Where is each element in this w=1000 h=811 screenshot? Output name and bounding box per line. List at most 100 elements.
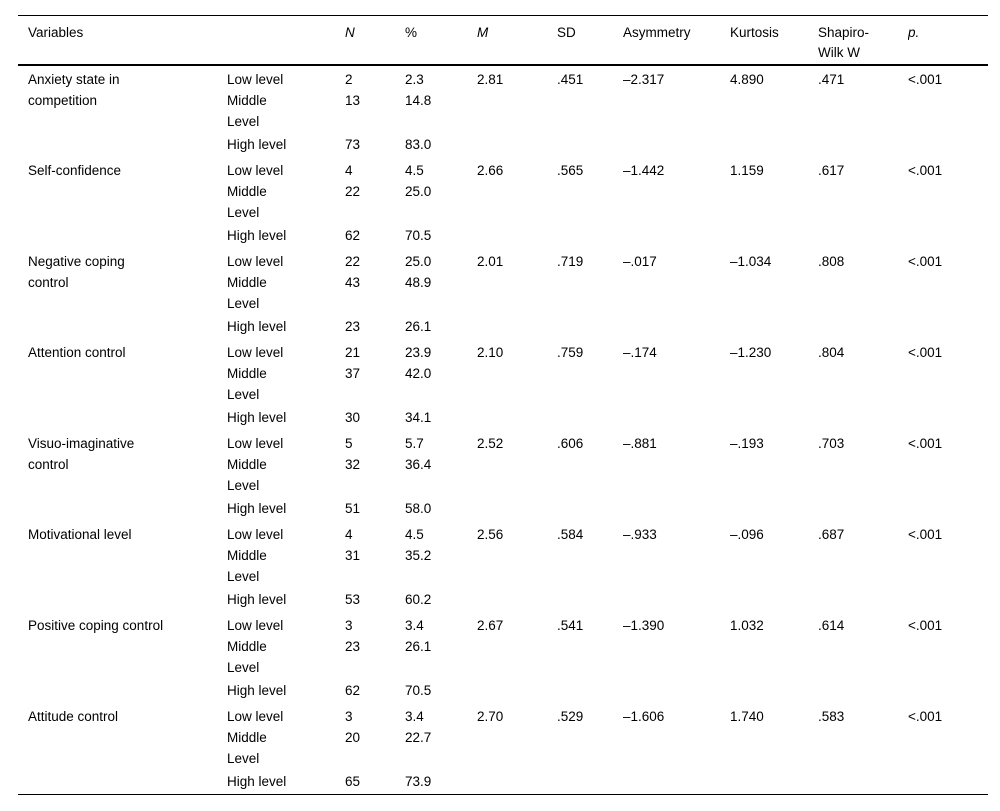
n-value: 73 [345, 137, 361, 152]
empty-cell [818, 316, 908, 339]
empty-cell [818, 363, 908, 407]
kurtosis-value: –.193 [730, 436, 764, 451]
level-label: Middle Level [227, 93, 267, 129]
percent-value: 26.1 [405, 639, 432, 654]
mean-value: 2.56 [477, 527, 504, 542]
empty-cell [477, 771, 557, 795]
percent-value: 60.2 [405, 592, 432, 607]
n-value: 3 [345, 618, 353, 633]
header-row: Variables N % M SD Asymmetry Kurtosis Sh… [18, 15, 988, 66]
n-value: 21 [345, 345, 361, 360]
empty-cell [730, 498, 818, 521]
empty-cell [818, 636, 908, 680]
empty-cell [623, 680, 730, 703]
empty-cell [477, 545, 557, 589]
empty-cell [623, 771, 730, 795]
level-label: Low level [227, 709, 284, 724]
empty-cell [477, 680, 557, 703]
level-label: Middle Level [227, 730, 267, 766]
table-row: Attention control Low level 21 23.9 2.10… [18, 339, 988, 363]
empty-cell [730, 181, 818, 225]
shapiro-wilk-value: .687 [818, 527, 845, 542]
sd-value: .541 [557, 618, 584, 633]
asymmetry-value: –1.442 [623, 163, 665, 178]
level-label: Middle Level [227, 184, 267, 220]
empty-cell [557, 680, 623, 703]
empty-cell [730, 272, 818, 316]
percent-value: 70.5 [405, 683, 432, 698]
empty-cell [623, 272, 730, 316]
empty-cell [477, 407, 557, 430]
level-label: Low level [227, 618, 284, 633]
level-label: Middle Level [227, 548, 267, 584]
empty-cell [908, 771, 988, 795]
n-value: 5 [345, 436, 353, 451]
n-value: 3 [345, 709, 353, 724]
n-value: 62 [345, 683, 361, 698]
mean-value: 2.66 [477, 163, 504, 178]
asymmetry-value: –1.390 [623, 618, 665, 633]
table-row: High level 51 58.0 [18, 498, 988, 521]
empty-cell [818, 727, 908, 771]
mean-value: 2.01 [477, 254, 504, 269]
empty-cell [623, 407, 730, 430]
empty-cell [623, 181, 730, 225]
table-row: Middle Level 22 25.0 [18, 181, 988, 225]
table-row: Middle Level 37 42.0 [18, 363, 988, 407]
empty-cell [818, 680, 908, 703]
shapiro-wilk-value: .614 [818, 618, 845, 633]
empty-cell [908, 363, 988, 407]
empty-cell [730, 407, 818, 430]
level-label: High level [227, 683, 287, 698]
n-value: 65 [345, 774, 361, 789]
sd-value: .719 [557, 254, 584, 269]
shapiro-wilk-value: .808 [818, 254, 845, 269]
level-label: Middle Level [227, 457, 267, 493]
header-kurtosis: Kurtosis [730, 15, 818, 66]
percent-value: 70.5 [405, 228, 432, 243]
empty-cell [623, 363, 730, 407]
empty-cell [730, 727, 818, 771]
empty-cell [818, 771, 908, 795]
n-value: 43 [345, 275, 361, 290]
empty-cell [818, 589, 908, 612]
empty-cell [477, 225, 557, 248]
empty-cell [477, 316, 557, 339]
empty-cell [623, 225, 730, 248]
empty-cell [908, 727, 988, 771]
header-mean: M [477, 15, 557, 66]
percent-value: 42.0 [405, 366, 432, 381]
empty-cell [730, 771, 818, 795]
table-header: Variables N % M SD Asymmetry Kurtosis Sh… [18, 15, 988, 66]
p-value: <.001 [908, 618, 943, 633]
sd-value: .451 [557, 72, 584, 87]
empty-cell [730, 363, 818, 407]
mean-value: 2.10 [477, 345, 504, 360]
percent-value: 58.0 [405, 501, 432, 516]
empty-cell [730, 545, 818, 589]
mean-value: 2.67 [477, 618, 504, 633]
empty-cell [730, 90, 818, 134]
level-label: Low level [227, 345, 284, 360]
asymmetry-value: –.174 [623, 345, 657, 360]
empty-cell [908, 90, 988, 134]
n-value: 23 [345, 639, 361, 654]
empty-cell [908, 636, 988, 680]
percent-value: 83.0 [405, 137, 432, 152]
empty-cell [477, 272, 557, 316]
empty-cell [557, 545, 623, 589]
empty-cell [557, 316, 623, 339]
mean-value: 2.70 [477, 709, 504, 724]
percent-value: 22.7 [405, 730, 432, 745]
empty-cell [557, 90, 623, 134]
kurtosis-value: 1.032 [730, 618, 764, 633]
sd-value: .606 [557, 436, 584, 451]
level-label: High level [227, 319, 287, 334]
empty-cell [557, 771, 623, 795]
empty-cell [818, 90, 908, 134]
table-row: Positive coping control Low level 3 3.4 … [18, 612, 988, 636]
empty-cell [730, 134, 818, 157]
p-value: <.001 [908, 72, 943, 87]
p-value: <.001 [908, 436, 943, 451]
empty-cell [908, 407, 988, 430]
